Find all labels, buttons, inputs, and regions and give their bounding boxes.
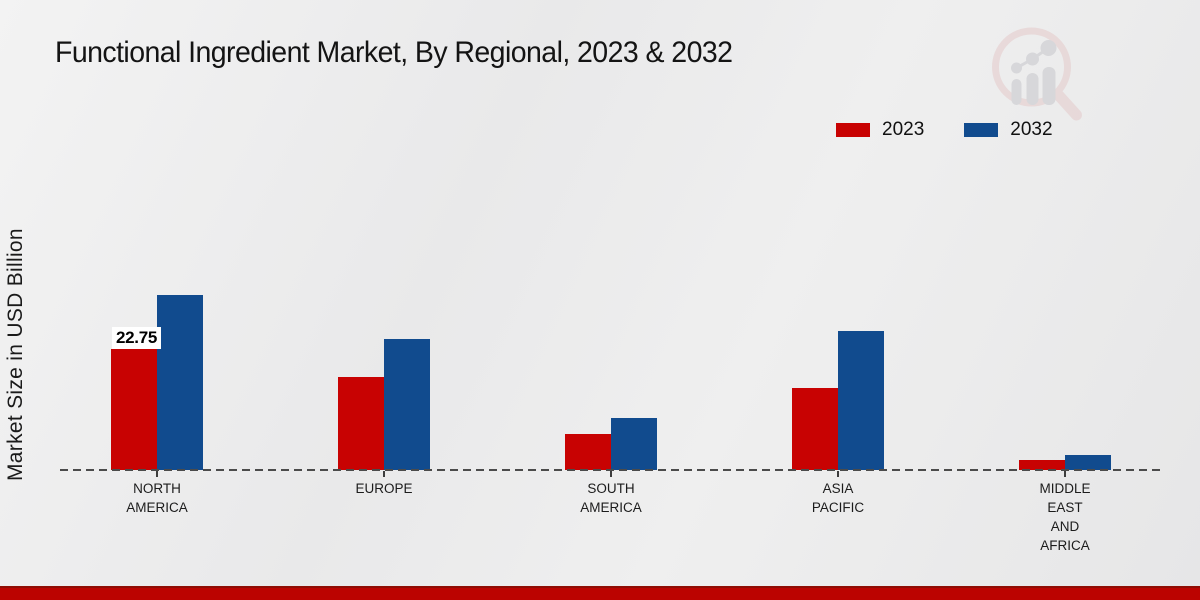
x-axis-baseline	[60, 469, 1160, 471]
axis-tick-asia-pacific	[837, 471, 839, 477]
legend-item-2032: 2032	[964, 119, 1053, 141]
legend-swatch-2023	[836, 123, 870, 137]
legend-item-2023: 2023	[836, 119, 924, 141]
axis-tick-europe	[383, 471, 385, 477]
legend-label-2023: 2023	[882, 119, 925, 140]
category-label-asia-pacific: ASIA PACIFIC	[811, 481, 865, 515]
legend: 2023 2032	[836, 119, 1053, 141]
bar-2023-north-america	[111, 348, 157, 470]
data-label-2023-north-america: 22.75	[112, 326, 162, 349]
magnifier-bar-chart-logo	[992, 27, 1082, 121]
bar-2023-europe	[338, 376, 384, 470]
bar-2023-middle-east-and-africa	[1019, 459, 1065, 470]
axis-tick-south-america	[610, 471, 612, 477]
bar-2032-north-america	[157, 295, 203, 470]
category-label-south-america: SOUTH AMERICA	[580, 481, 642, 515]
chart-title: Functional Ingredient Market, By Regiona…	[55, 36, 733, 69]
axis-tick-north-america	[156, 471, 158, 477]
bar-2032-south-america	[611, 417, 657, 470]
category-label-north-america: NORTH AMERICA	[126, 481, 188, 515]
axis-tick-middle-east-and-africa	[1064, 471, 1066, 477]
category-label-middle-east-and-africa: MIDDLE EAST AND AFRICA	[1039, 481, 1091, 553]
bar-2032-middle-east-and-africa	[1065, 454, 1111, 470]
legend-label-2032: 2032	[1010, 119, 1053, 140]
footer-accent-bar	[0, 586, 1200, 600]
legend-swatch-2032	[964, 123, 999, 137]
bar-2023-south-america	[565, 433, 611, 470]
category-label-europe: EUROPE	[355, 481, 413, 496]
bar-2032-europe	[384, 339, 430, 470]
bar-2032-asia-pacific	[838, 331, 884, 470]
bar-2023-asia-pacific	[792, 388, 838, 470]
